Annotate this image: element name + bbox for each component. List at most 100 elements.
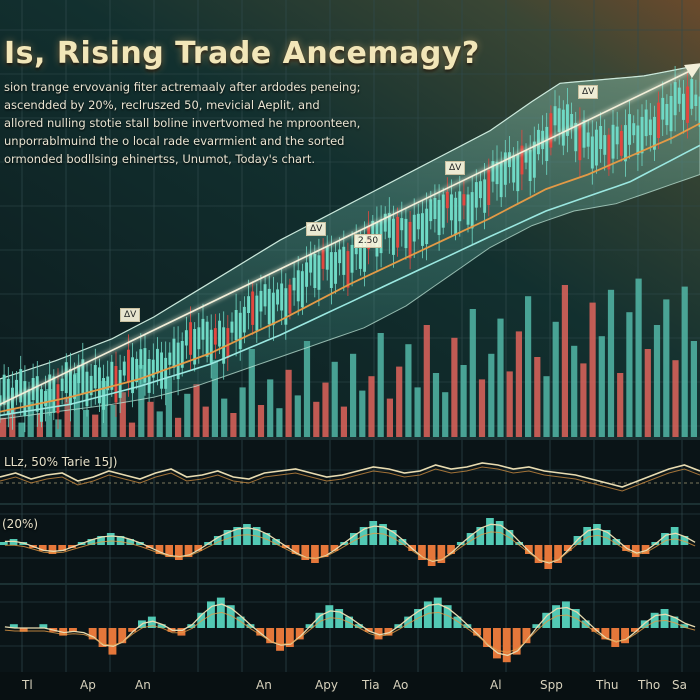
x-tick-label: Sa <box>672 678 687 692</box>
candle-body <box>180 341 184 368</box>
candle-body <box>102 378 105 410</box>
oscillator-3-bar <box>423 601 432 628</box>
candle-body <box>396 216 400 248</box>
chart-callout: ΔV <box>445 161 466 175</box>
oscillator-3-bar <box>522 628 531 644</box>
candle-body <box>557 108 561 132</box>
candle-body <box>213 328 217 345</box>
x-tick-label: Ap <box>80 678 96 692</box>
volume-bar <box>663 299 670 437</box>
candle-body <box>139 349 143 369</box>
volume-bar <box>156 411 163 437</box>
candle-body <box>677 87 681 104</box>
candle-body <box>184 330 188 346</box>
oscillator-3-bar <box>325 605 334 628</box>
candle-body <box>383 213 387 232</box>
candle-body <box>582 120 586 148</box>
volume-bar <box>36 413 43 437</box>
candle-body <box>694 94 698 106</box>
volume-bar <box>626 312 633 437</box>
candle-body <box>313 254 317 288</box>
oscillator-3-bar <box>315 612 324 628</box>
volume-bar <box>248 349 255 437</box>
candle-body <box>2 374 6 405</box>
candle-body <box>122 361 126 376</box>
oscillator-3-bar <box>285 628 294 647</box>
volume-bar <box>303 341 311 437</box>
volume-bar <box>147 401 154 437</box>
volume-bar <box>460 365 467 437</box>
candle-body <box>305 262 308 287</box>
chart-callout: ΔV <box>120 308 141 322</box>
volume-bar <box>294 395 301 437</box>
chart-title: Is, Rising Trade Ancemagy? <box>4 36 480 71</box>
volume-bar <box>239 387 246 437</box>
oscillator-3-bar <box>374 628 383 640</box>
candle-body <box>458 191 462 222</box>
oscillator-2-bar <box>369 521 378 545</box>
candle-body <box>288 284 292 314</box>
oscillator-2-bar <box>223 530 232 545</box>
volume-bar <box>635 278 642 437</box>
oscillator-2-bar <box>398 539 407 545</box>
candle-body <box>483 179 487 213</box>
oscillator-2 <box>0 518 696 569</box>
candle-body <box>85 371 89 407</box>
candle-body <box>570 114 574 128</box>
volume-bar <box>138 365 145 437</box>
volume-bar <box>276 408 283 437</box>
oscillator-3-bar <box>69 628 77 632</box>
candle-body <box>611 124 615 159</box>
oscillator-2-bar <box>476 527 485 545</box>
volume-bar <box>0 417 7 437</box>
candle-body <box>263 284 267 307</box>
candle-body <box>201 318 205 340</box>
volume-bar <box>175 417 182 437</box>
candle-body <box>454 197 458 235</box>
oscillator-2-bar <box>631 545 640 557</box>
candle-body <box>520 145 524 175</box>
candle-body <box>640 116 644 154</box>
oscillator-3-bar <box>542 612 551 628</box>
volume-bar <box>672 360 679 437</box>
volume-bar <box>340 406 347 437</box>
candle-body <box>48 374 52 402</box>
candle-body <box>669 96 673 132</box>
volume-bar <box>193 384 200 437</box>
candle-body <box>218 320 221 347</box>
candle-body <box>487 170 491 205</box>
candle-body <box>615 126 619 145</box>
candle-body <box>624 125 627 162</box>
oscillator-3-bar <box>631 628 639 632</box>
volume-bar <box>432 373 440 437</box>
oscillator-3-bar <box>236 616 245 628</box>
candle-body <box>632 123 636 136</box>
candle-body <box>205 321 209 357</box>
oscillator-3-bar <box>157 624 166 628</box>
volume-bar <box>607 289 615 437</box>
candle-body <box>309 254 313 273</box>
oscillator-2-bar <box>175 545 183 560</box>
candle-body <box>164 357 168 389</box>
x-tick-label: An <box>256 678 272 692</box>
oscillator-3-bar <box>19 628 28 632</box>
oscillator-2-bar <box>583 527 591 545</box>
subtitle-line: unporrablmuind the o local rade evarrmie… <box>4 134 345 148</box>
volume-bar <box>257 405 265 437</box>
oscillator-2-bar <box>291 545 300 554</box>
oscillator-3-bar <box>532 624 541 628</box>
candle-body <box>234 310 238 341</box>
candle-body <box>537 129 540 155</box>
candle-body <box>358 237 362 269</box>
oscillator-2-bar <box>544 545 553 569</box>
oscillator-3-bar <box>581 620 590 628</box>
volume-bar <box>350 353 357 437</box>
oscillator-2-bar <box>680 536 689 545</box>
candle-body <box>648 119 652 136</box>
oscillator-3-bar <box>98 628 107 647</box>
candle-body <box>127 349 130 382</box>
oscillator-2-bar <box>486 518 494 545</box>
volume-bar <box>331 361 338 437</box>
oscillator-2-bar <box>320 545 329 557</box>
candle-body <box>15 379 18 397</box>
